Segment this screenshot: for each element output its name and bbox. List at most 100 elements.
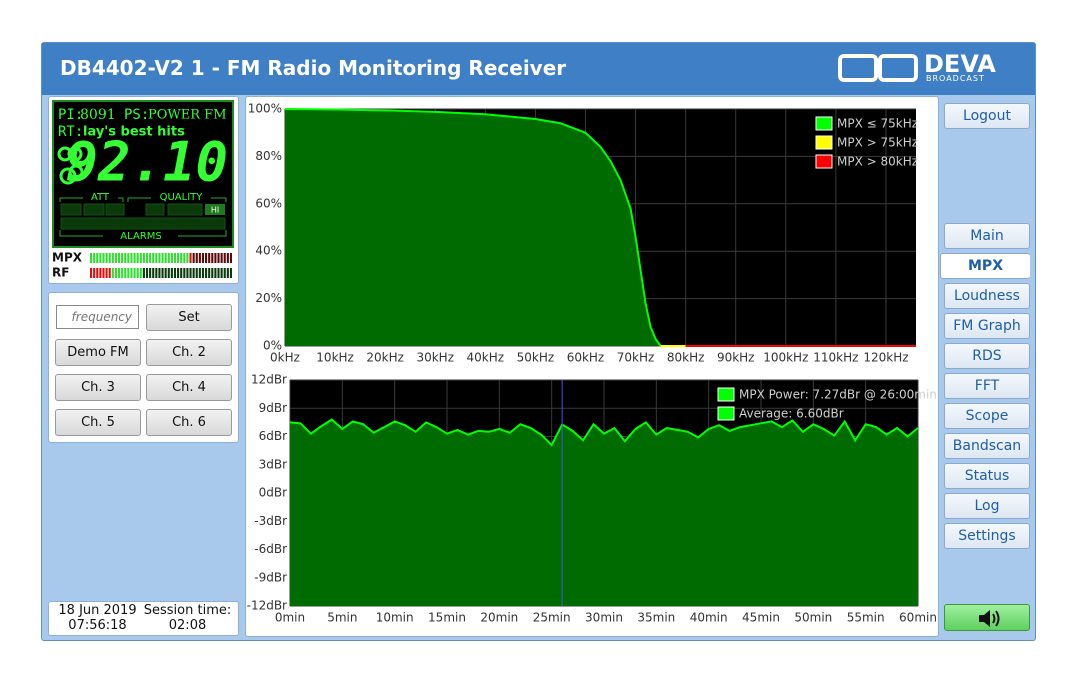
meter-segment (130, 268, 133, 278)
meter-segment (117, 253, 121, 263)
meter-segment (121, 268, 124, 278)
meter-segment (217, 268, 220, 278)
meter-segment (133, 268, 136, 278)
nav-button[interactable]: FM Graph (944, 313, 1030, 339)
meter-segment (173, 253, 177, 263)
meter-segment (149, 253, 152, 263)
meter-segment (208, 268, 211, 278)
meter-segment (155, 253, 158, 263)
logout-button[interactable]: Logout (944, 103, 1030, 129)
status-cells (60, 203, 226, 230)
meter-segment (111, 253, 114, 263)
nav-button[interactable]: Loudness (944, 283, 1030, 309)
meter-segment (186, 268, 189, 278)
meter-segment (105, 253, 108, 263)
date: 18 Jun 2019 (58, 603, 137, 618)
charts-panel (245, 96, 939, 637)
nav-button[interactable]: Bandscan (944, 433, 1030, 459)
meter-label: RF (52, 266, 69, 280)
preset-button[interactable]: Ch. 2 (146, 339, 232, 366)
meter-segment (205, 253, 208, 263)
meter-segment (189, 268, 192, 278)
nav-button[interactable]: RDS (944, 343, 1030, 369)
nav-button[interactable]: Main (944, 223, 1030, 249)
meter-segment (96, 253, 99, 263)
rt-label: RT: (58, 124, 83, 140)
meter-segment (167, 253, 170, 263)
meter-segment (90, 268, 93, 278)
meter-segment (223, 253, 226, 263)
meter-segment (130, 253, 133, 263)
meter-segment (229, 253, 232, 263)
meter-segment (114, 268, 117, 278)
meter-segment (102, 253, 105, 263)
ps-label: PS: (124, 107, 149, 123)
nav-button[interactable]: Scope (944, 403, 1030, 429)
meter-segment (226, 268, 229, 278)
meter-segment (177, 268, 180, 278)
preset-button[interactable]: Ch. 6 (146, 409, 232, 436)
meter-segment (205, 268, 208, 278)
meter-segment (208, 253, 211, 263)
meter-segment (161, 253, 164, 263)
meter-segment (180, 253, 183, 263)
meter-segment (121, 253, 124, 263)
meter-segment (217, 253, 220, 263)
meter-segment (93, 268, 96, 278)
meter-segment (139, 253, 142, 263)
meter-segment (142, 253, 145, 263)
meter-segment (192, 253, 195, 263)
logo-text: DEVA (924, 50, 996, 78)
meter-segment (195, 268, 198, 278)
meter-segment (164, 253, 167, 263)
preset-button[interactable]: Ch. 4 (146, 374, 232, 401)
stereo-icon (57, 146, 84, 185)
meter-segment (167, 268, 170, 278)
sound-button[interactable] (944, 604, 1030, 631)
meter-segment (124, 253, 127, 263)
meter-segment (90, 253, 93, 263)
quality-value: HI (211, 206, 219, 215)
meter-segment (214, 253, 217, 263)
meter-segment (186, 253, 189, 263)
logo-sub: BROADCAST (926, 74, 985, 83)
meter-segment (158, 268, 161, 278)
alarms-label: ALARMS (120, 231, 161, 242)
meter-segment (195, 253, 198, 263)
logo-mark (878, 54, 918, 82)
preset-button[interactable]: Ch. 5 (55, 409, 141, 436)
meter-segment (226, 253, 229, 263)
nav-button[interactable]: MPX (940, 253, 1030, 279)
quality-label: QUALITY (160, 192, 204, 203)
meter-segment (133, 253, 136, 263)
preset-button[interactable]: Ch. 3 (55, 374, 141, 401)
nav-button[interactable]: Log (944, 493, 1030, 519)
meter-segment (111, 268, 114, 278)
meter-segment (177, 253, 180, 263)
set-button[interactable]: Set (146, 304, 232, 331)
status-panel (48, 601, 239, 636)
nav-button[interactable]: Settings (944, 523, 1030, 549)
meter-segment (149, 268, 152, 278)
meter-segment (142, 268, 145, 278)
meter-segment (198, 268, 201, 278)
nav-button[interactable]: FFT (944, 373, 1030, 399)
preset-button[interactable]: Demo FM (55, 339, 141, 366)
nav-button[interactable]: Status (944, 463, 1030, 489)
meter-segment (114, 253, 117, 263)
meter-segment (170, 253, 173, 263)
meter-segment (99, 253, 102, 263)
meter-level (90, 268, 232, 278)
meter-segment (164, 268, 167, 278)
meter-segment (108, 253, 111, 263)
ps: POWER FM (148, 108, 227, 123)
frequency-input[interactable]: frequency (56, 305, 139, 329)
meter-segment (198, 253, 201, 263)
logo: DEVA BROADCAST (838, 50, 996, 83)
meter-segment (220, 253, 223, 263)
meter-segment (183, 268, 186, 278)
meter-segment (145, 268, 149, 278)
receiver-display: PI: 8091 PS: POWER FM RT: lay's best hit… (52, 100, 234, 280)
meter-segment (155, 268, 158, 278)
